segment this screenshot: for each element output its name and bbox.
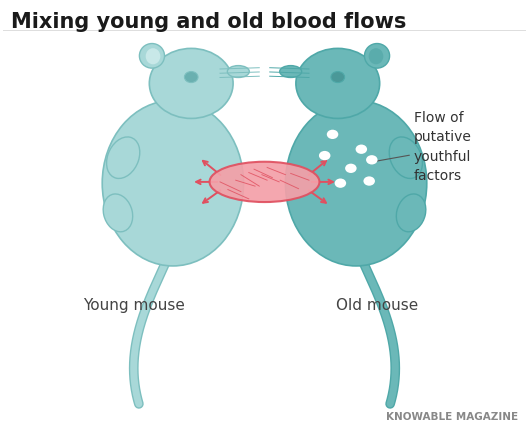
Circle shape (366, 155, 378, 165)
Circle shape (327, 130, 339, 139)
Ellipse shape (140, 43, 165, 68)
Ellipse shape (389, 137, 423, 178)
Text: Young mouse: Young mouse (83, 298, 185, 313)
Ellipse shape (102, 100, 243, 266)
Ellipse shape (396, 194, 426, 232)
Ellipse shape (369, 48, 384, 64)
Circle shape (331, 71, 344, 83)
Circle shape (185, 71, 198, 83)
Circle shape (335, 178, 346, 188)
Ellipse shape (209, 162, 320, 202)
Ellipse shape (227, 66, 249, 77)
Ellipse shape (364, 43, 389, 68)
Ellipse shape (145, 48, 160, 64)
Text: Flow of
putative
youthful
factors: Flow of putative youthful factors (414, 111, 471, 183)
Text: Mixing young and old blood flows: Mixing young and old blood flows (11, 12, 406, 32)
Circle shape (345, 164, 357, 173)
Ellipse shape (106, 137, 140, 178)
Circle shape (363, 176, 375, 186)
Ellipse shape (296, 49, 380, 118)
Ellipse shape (286, 100, 427, 266)
Ellipse shape (280, 66, 302, 77)
Circle shape (319, 151, 331, 160)
Text: KNOWABLE MAGAZINE: KNOWABLE MAGAZINE (386, 412, 518, 422)
Ellipse shape (103, 194, 133, 232)
Text: Old mouse: Old mouse (336, 298, 418, 313)
Ellipse shape (149, 49, 233, 118)
Circle shape (355, 144, 367, 154)
